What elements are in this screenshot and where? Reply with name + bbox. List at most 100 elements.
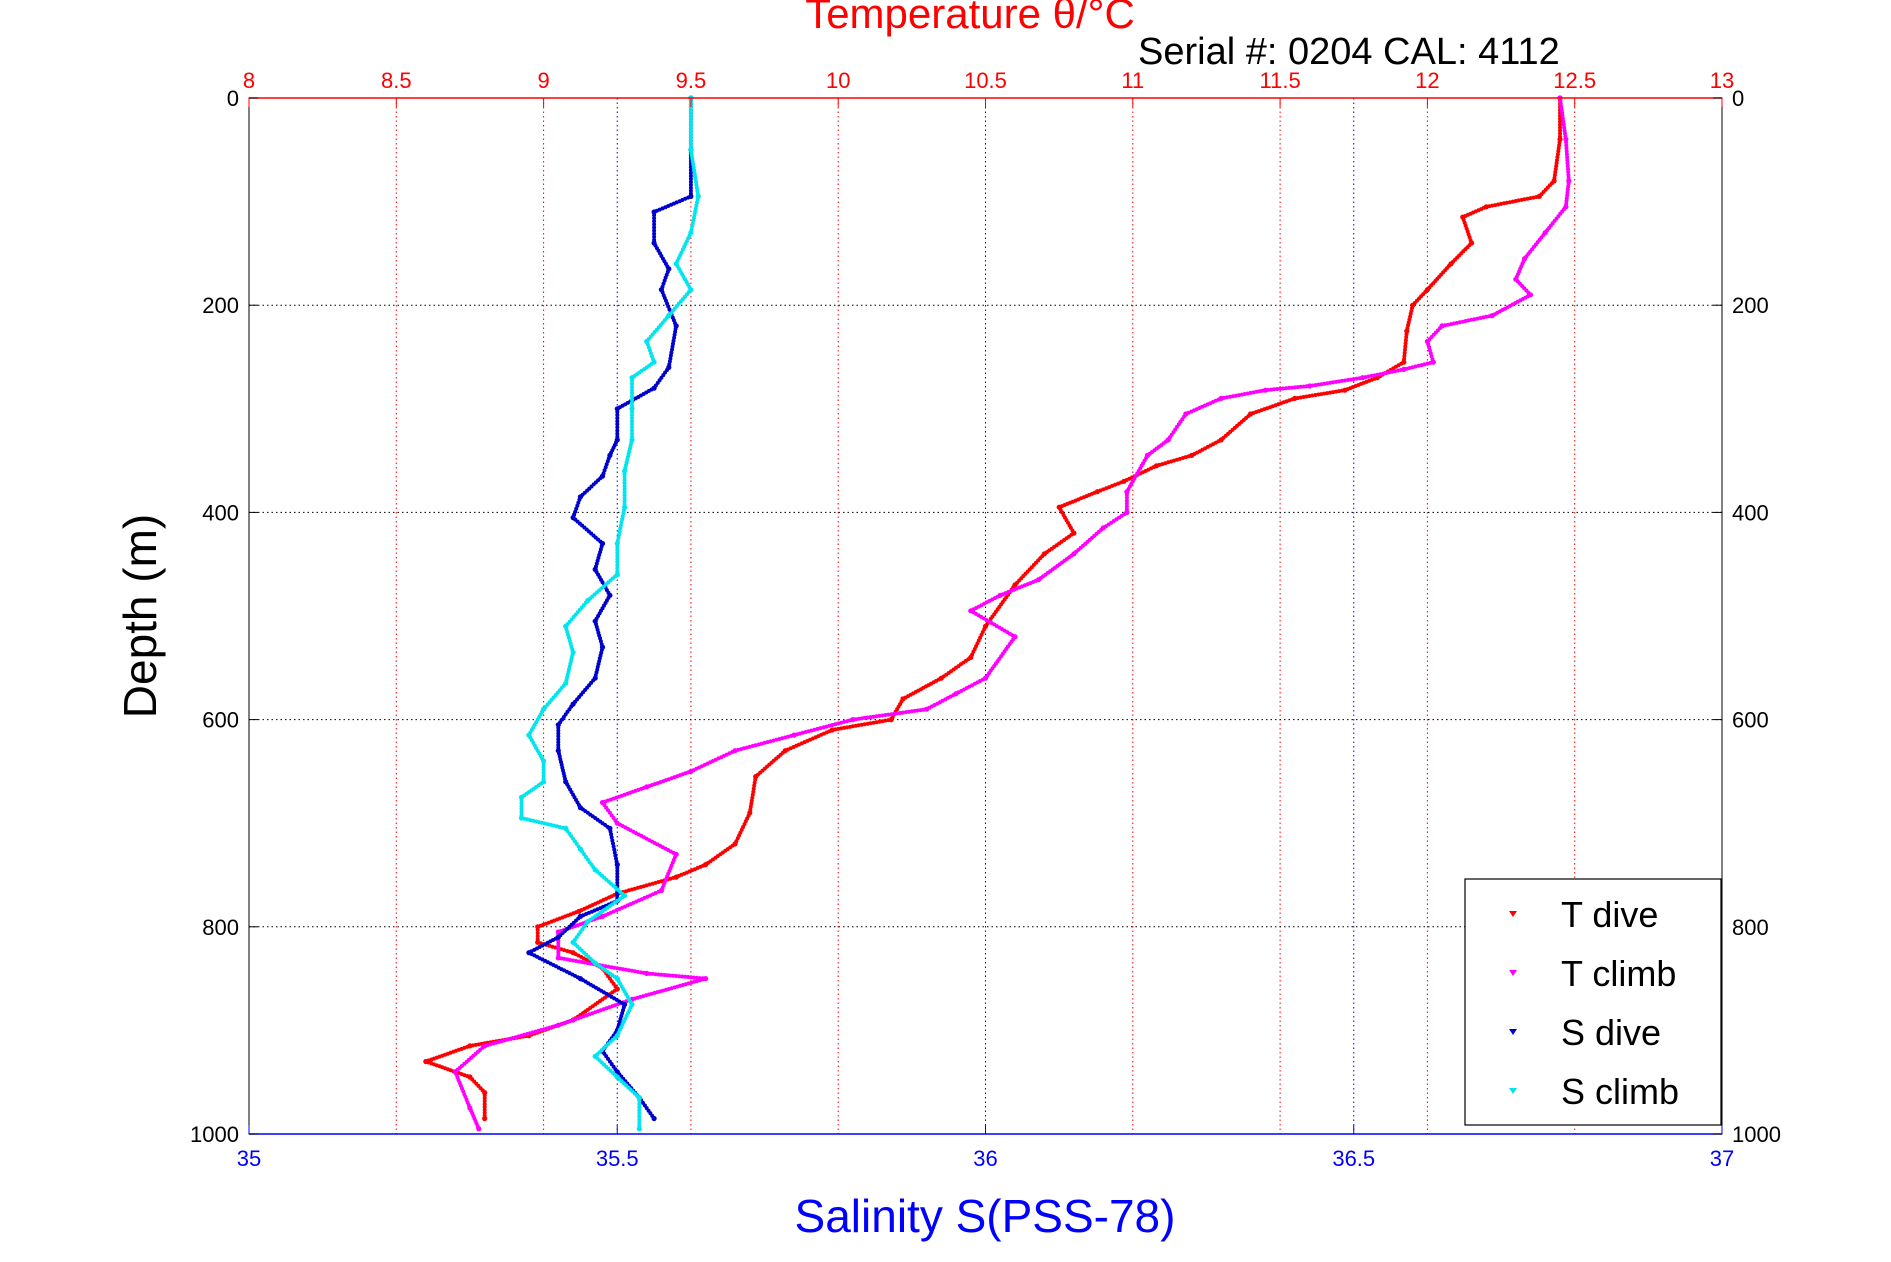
series-trail-dot <box>541 767 546 772</box>
right-tick-label: 400 <box>1732 500 1769 525</box>
series-trail-dot <box>688 117 693 122</box>
series-trail-dot <box>918 708 923 713</box>
data-point <box>599 540 606 547</box>
data-point <box>555 934 561 940</box>
series-trail-dot <box>751 789 756 794</box>
series-trail-dot <box>1403 341 1408 346</box>
series-trail-dot <box>1558 125 1562 130</box>
series-trail-dot <box>652 228 657 233</box>
series-trail-dot <box>615 966 620 971</box>
axis-ticks: 8 8.5 9 9.5 10 10.5 11 11.5 12 12.5 13 35 35.5 36 36.5… <box>190 68 1781 1171</box>
series-trail-dot <box>1553 170 1558 174</box>
top-tick-label: 9 <box>537 68 549 93</box>
series-trail-dot <box>749 798 754 803</box>
series-trail-dot <box>668 973 673 978</box>
series-trail-dot <box>535 931 540 935</box>
series-trail-dot <box>637 1102 642 1106</box>
series-trail-dot <box>1558 116 1562 121</box>
data-point <box>753 774 759 780</box>
data-point <box>1483 204 1489 210</box>
series-trail-dot <box>1313 383 1318 388</box>
series-trail-dot <box>1410 365 1415 370</box>
series-trail-dot <box>1493 203 1498 208</box>
series-trail-dot <box>556 742 561 747</box>
series-trail-dot <box>1340 378 1344 383</box>
data-point <box>592 1053 598 1059</box>
series-trail-dot <box>622 490 627 495</box>
series-trail-dot <box>880 719 885 724</box>
series-trail-dot <box>540 820 545 825</box>
series-trail-dot <box>1124 498 1129 503</box>
data-point <box>541 706 547 712</box>
series-trail-dot <box>541 773 546 778</box>
series-trail-dot <box>630 413 634 417</box>
series-trail-dot <box>622 499 627 504</box>
legend: T dive T climb S dive S climb <box>1464 878 1722 1126</box>
series-trail-dot <box>637 1108 642 1113</box>
series-trail-dot <box>615 431 620 436</box>
data-point <box>644 338 650 345</box>
data-point <box>1513 276 1519 282</box>
bottom-tick-label: 36.5 <box>1332 1146 1375 1171</box>
data-point <box>452 1069 458 1075</box>
top-tick-label: 10 <box>826 68 850 93</box>
data-point <box>982 675 989 681</box>
series-trail-dot <box>574 959 578 963</box>
data-point <box>1292 395 1298 401</box>
series-trail-dot <box>865 715 870 720</box>
data-point <box>1035 577 1042 583</box>
data-point <box>1183 411 1189 417</box>
series-trail-dot <box>688 165 693 170</box>
data-point <box>1248 411 1254 417</box>
series-trail-dot <box>1563 131 1567 136</box>
series-trail-dot <box>1531 195 1536 200</box>
series-trail-dot <box>1354 376 1359 381</box>
top-axis-title: Temperature θ/°C <box>805 0 1135 37</box>
series-trail-dot <box>756 742 761 747</box>
data-point <box>576 908 582 914</box>
series-trail-dot <box>637 1111 642 1116</box>
series-trail-dot <box>1558 122 1562 127</box>
series-trail-dot <box>1124 501 1129 506</box>
data-point <box>651 1115 657 1122</box>
series-trail-dot <box>842 719 847 724</box>
series-trail-dot <box>1475 316 1480 321</box>
series-trail-dot <box>688 105 693 110</box>
series-trail-dot <box>1566 167 1570 171</box>
data-point <box>1439 323 1445 329</box>
data-point <box>599 913 606 920</box>
top-tick-label: 8.5 <box>381 68 412 93</box>
series-trail-dot <box>688 120 693 125</box>
data-point <box>791 732 797 738</box>
series-trail-dot <box>693 176 698 181</box>
series-trail-dot <box>1269 387 1274 392</box>
data-point <box>1401 359 1407 365</box>
series-trail-dot <box>898 711 903 715</box>
data-point <box>1566 178 1572 184</box>
data-point <box>555 955 561 961</box>
series-trail-dot <box>1507 200 1512 205</box>
series-trail-dot <box>871 714 876 719</box>
series-trail-dot <box>1556 146 1561 151</box>
series-trail-dot <box>859 716 864 721</box>
bottom-tick-label: 35 <box>237 1146 261 1171</box>
series-trail-dot <box>630 416 634 421</box>
series-trail-dot <box>615 413 620 417</box>
series-trail-dot <box>783 735 788 740</box>
series-trail-dot <box>1292 385 1297 390</box>
series-trail-dot <box>541 765 546 769</box>
series-trail-dot <box>765 740 770 745</box>
data-point <box>1522 256 1528 262</box>
series-trail-dot <box>556 947 561 952</box>
series-trail-dot <box>1402 354 1407 358</box>
series-trail-dot <box>865 721 870 726</box>
series-trail-dot <box>688 174 693 178</box>
data-point <box>614 540 620 547</box>
right-tick-label: 800 <box>1732 915 1769 940</box>
left-tick-label: 0 <box>227 86 239 111</box>
series-trail-dot <box>688 138 693 143</box>
data-point <box>592 675 598 681</box>
series-trail-dot <box>692 212 697 217</box>
series-trail-dot <box>1427 348 1432 353</box>
data-point <box>1071 530 1077 536</box>
